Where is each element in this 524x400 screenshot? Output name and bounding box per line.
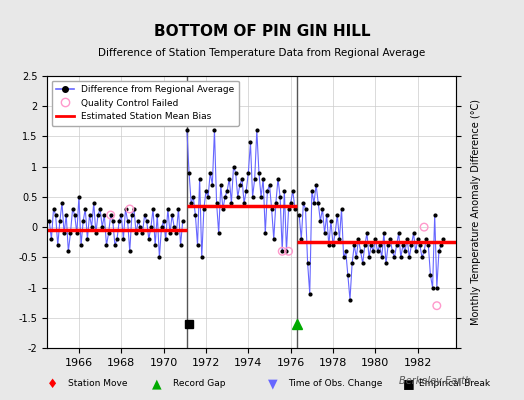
Text: Empirical Break: Empirical Break (419, 380, 490, 388)
Text: ▼: ▼ (268, 378, 277, 390)
Point (126, 206, 134, 212)
Text: Berkeley Earth: Berkeley Earth (399, 376, 472, 386)
Text: ■: ■ (403, 378, 414, 390)
Point (278, 248, 287, 254)
Text: Record Gap: Record Gap (173, 380, 225, 388)
Text: BOTTOM OF PIN GIN HILL: BOTTOM OF PIN GIN HILL (154, 24, 370, 39)
Y-axis label: Monthly Temperature Anomaly Difference (°C): Monthly Temperature Anomaly Difference (… (471, 99, 481, 325)
Text: Difference of Station Temperature Data from Regional Average: Difference of Station Temperature Data f… (99, 48, 425, 58)
Text: ▲: ▲ (152, 378, 162, 390)
Point (106, 212, 115, 218)
Legend: Difference from Regional Average, Quality Control Failed, Estimated Station Mean: Difference from Regional Average, Qualit… (52, 80, 239, 126)
Point (285, 248, 293, 254)
Point (420, 224, 428, 230)
Point (433, 302, 441, 309)
Text: Time of Obs. Change: Time of Obs. Change (288, 380, 383, 388)
Text: Station Move: Station Move (68, 380, 128, 388)
Text: ♦: ♦ (47, 378, 58, 390)
